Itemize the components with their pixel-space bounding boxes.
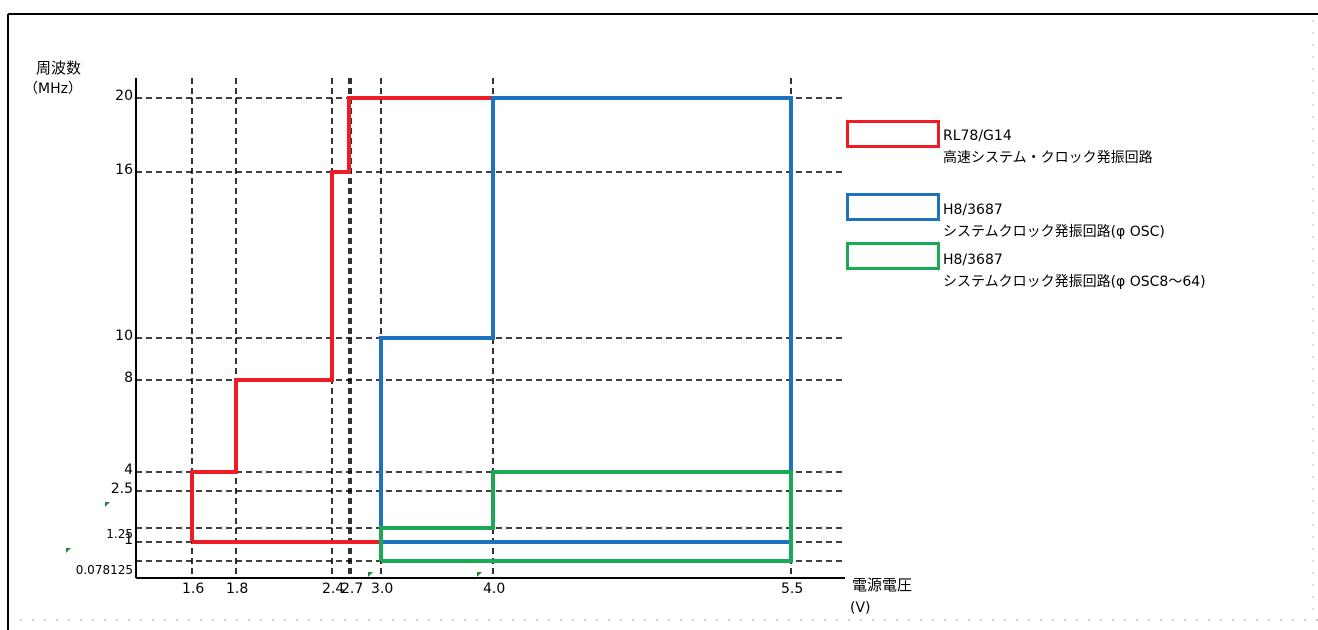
x-tick-label: 2.4	[322, 581, 345, 597]
x-tick-label: 1.6	[182, 581, 205, 597]
x-axis-label: 電源電圧	[852, 576, 913, 594]
x-tick-label: 1.8	[226, 581, 249, 597]
y-tick-label: 10	[115, 328, 133, 344]
legend-label-rl78-desc: 高速システム・クロック発振回路	[943, 150, 1153, 166]
legend-label-h8-osc8: H8/3687	[943, 252, 1003, 268]
x-tick-label: 2.7	[341, 581, 364, 597]
y-tick-label: 8	[124, 370, 133, 386]
y-tick-label: 2.5	[110, 481, 133, 497]
y-tick-label: 16	[115, 162, 133, 178]
legend-swatch-h8-osc	[846, 193, 940, 221]
x-tick-label: 4.0	[483, 581, 506, 597]
legend-swatch-rl78	[846, 120, 940, 148]
series-line-1	[379, 96, 793, 544]
x-axis-unit: (V)	[850, 600, 871, 616]
y-axis-label: 周波数	[36, 59, 82, 77]
comment-marker	[477, 572, 482, 577]
y-axis-unit: （MHz）	[24, 81, 82, 97]
comment-marker	[368, 572, 373, 577]
x-tick-label: 3.0	[371, 581, 394, 597]
legend-label-rl78: RL78/G14	[943, 128, 1012, 144]
x-tick-label: 5.5	[781, 581, 804, 597]
comment-marker	[105, 502, 110, 507]
series-line-2	[379, 470, 793, 563]
legend-swatch-h8-osc8	[846, 242, 940, 270]
legend-label-h8-osc: H8/3687	[943, 202, 1003, 218]
y-tick-label: 1.25	[106, 527, 133, 541]
comment-marker	[66, 548, 71, 553]
legend-label-h8-osc8-desc: システムクロック発振回路(φ OSC8～64)	[943, 274, 1206, 290]
legend-label-h8-osc-desc: システムクロック発振回路(φ OSC)	[943, 224, 1165, 240]
y-tick-label: 1	[124, 532, 133, 548]
y-tick-label: 0.078125	[75, 563, 133, 577]
y-tick-label: 20	[115, 88, 133, 104]
y-tick-label: 4	[124, 462, 133, 478]
